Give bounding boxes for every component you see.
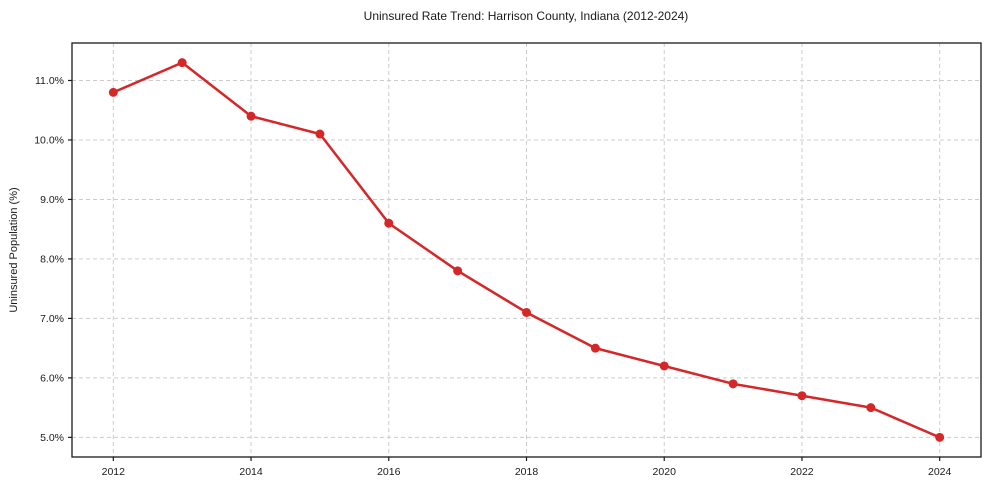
data-point-marker: [797, 391, 807, 401]
y-tick-label: 11.0%: [35, 75, 64, 87]
y-tick-label: 10.0%: [34, 134, 64, 146]
chart-title: Uninsured Rate Trend: Harrison County, I…: [363, 9, 689, 23]
data-point-marker: [728, 379, 738, 389]
y-tick-label: 5.0%: [40, 432, 64, 444]
data-point-marker: [315, 129, 325, 139]
data-point-marker: [177, 58, 187, 68]
x-tick-label: 2022: [790, 466, 814, 478]
data-point-marker: [453, 266, 463, 276]
data-point-marker: [522, 307, 531, 317]
x-tick-label: 2024: [928, 466, 952, 478]
y-tick-label: 7.0%: [40, 313, 64, 325]
data-point-marker: [384, 218, 394, 228]
data-point-marker: [246, 111, 256, 121]
data-point-marker: [590, 343, 600, 353]
x-tick-label: 2012: [102, 466, 126, 478]
x-tick-label: 2020: [653, 466, 677, 478]
data-point-marker: [866, 403, 876, 413]
y-tick-label: 6.0%: [40, 372, 64, 384]
data-point-marker: [659, 361, 669, 371]
data-point-marker: [935, 432, 945, 442]
x-tick-label: 2014: [239, 466, 263, 478]
x-tick-label: 2018: [515, 466, 539, 478]
data-point-marker: [108, 87, 118, 97]
y-tick-label: 9.0%: [40, 194, 64, 206]
y-tick-label: 8.0%: [40, 253, 64, 265]
x-tick-label: 2016: [377, 466, 401, 478]
